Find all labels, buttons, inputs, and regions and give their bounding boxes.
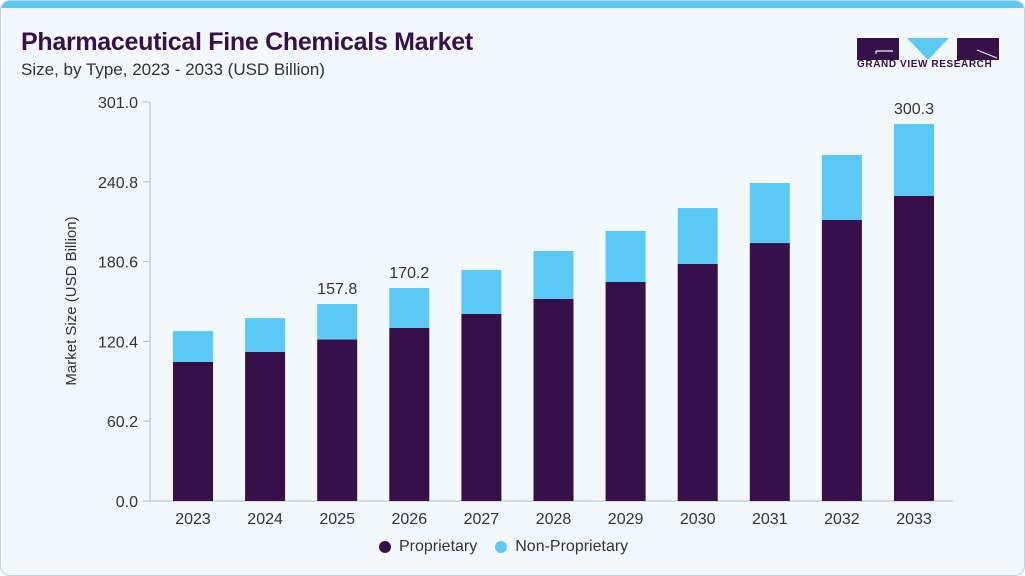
grand-view-research-logo — [857, 38, 999, 60]
logo-text: GRAND VIEW RESEARCH — [857, 59, 993, 70]
bar-proprietary-2023 — [173, 361, 213, 501]
x-tick-label: 2030 — [680, 511, 716, 528]
y-tick-label: 60.2 — [107, 414, 138, 431]
bar-proprietary-2031 — [749, 243, 790, 501]
bar-non-proprietary-2033 — [894, 124, 934, 196]
x-tick-label: 2025 — [319, 511, 355, 528]
x-tick-label: 2026 — [392, 511, 428, 528]
top-accent-bar — [1, 1, 1024, 8]
y-tick-label: 0.0 — [116, 494, 138, 511]
y-tick-label: 301.0 — [98, 95, 138, 112]
x-tick-label: 2032 — [824, 511, 860, 528]
bar-proprietary-2029 — [605, 282, 646, 501]
chart-title: Pharmaceutical Fine Chemicals Market — [21, 28, 473, 56]
y-tick-label: 180.6 — [98, 255, 138, 272]
bar-non-proprietary-2031 — [749, 182, 790, 244]
bar-non-proprietary-2027 — [461, 269, 502, 314]
legend-label: Non-Proprietary — [515, 538, 629, 555]
bar-non-proprietary-2028 — [533, 250, 574, 299]
y-tick-label: 120.4 — [98, 334, 138, 351]
data-label-2025: 157.8 — [317, 281, 357, 298]
x-tick-label: 2029 — [608, 511, 644, 528]
bar-proprietary-2032 — [821, 219, 862, 501]
legend-item-proprietary[interactable]: Proprietary — [379, 538, 477, 556]
bar-proprietary-2033 — [894, 195, 934, 502]
chart-subtitle: Size, by Type, 2023 - 2033 (USD Billion) — [21, 60, 325, 79]
y-tick-label: 240.8 — [98, 175, 138, 192]
bar-proprietary-2025 — [317, 339, 358, 501]
legend: Proprietary Non-Proprietary — [379, 538, 628, 556]
data-label-2026: 170.2 — [389, 265, 429, 282]
bar-non-proprietary-2023 — [173, 331, 213, 362]
legend-swatch-proprietary — [379, 541, 391, 553]
x-tick-label: 2027 — [464, 511, 500, 528]
legend-label: Proprietary — [399, 538, 478, 555]
x-tick-label: 2033 — [896, 511, 932, 528]
x-tick-label: 2031 — [752, 511, 788, 528]
bar-non-proprietary-2032 — [821, 155, 862, 220]
x-tick-label: 2024 — [247, 511, 283, 528]
legend-swatch-non-proprietary — [495, 541, 508, 553]
data-label-2033: 300.3 — [894, 101, 934, 118]
bar-non-proprietary-2024 — [245, 318, 286, 353]
bar-non-proprietary-2026 — [389, 287, 430, 329]
bar-non-proprietary-2025 — [317, 304, 358, 340]
bar-non-proprietary-2030 — [677, 208, 718, 264]
bar-proprietary-2026 — [389, 328, 430, 501]
bar-proprietary-2028 — [533, 298, 574, 501]
bar-proprietary-2024 — [245, 352, 286, 501]
y-axis-label: Market Size (USD Billion) — [63, 216, 80, 385]
bar-non-proprietary-2029 — [605, 230, 646, 283]
bar-proprietary-2027 — [461, 313, 502, 501]
legend-item-non-proprietary[interactable]: Non-Proprietary — [495, 538, 628, 556]
x-tick-label: 2023 — [175, 511, 211, 528]
bar-proprietary-2030 — [677, 263, 718, 501]
x-tick-label: 2028 — [536, 511, 572, 528]
